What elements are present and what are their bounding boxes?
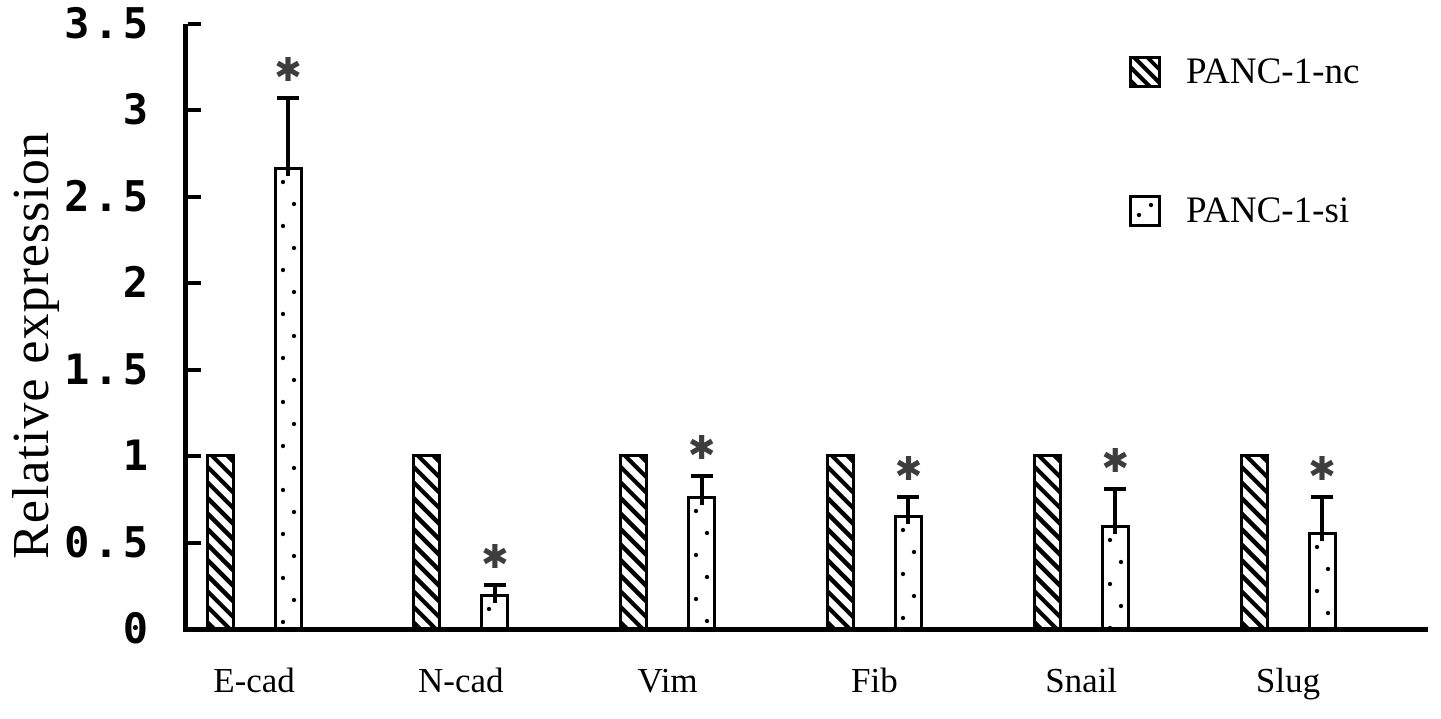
legend-item-panc-1-si: PANC-1-si — [1129, 189, 1349, 232]
error-bar-cap — [1104, 486, 1127, 491]
x-category-label: N-cad — [418, 661, 504, 700]
y-tick-label: 3.5 — [64, 0, 152, 48]
significance-asterisk: ✱ — [1308, 449, 1336, 489]
dots-swatch-icon — [1129, 194, 1161, 227]
bar-panc-1-nc — [825, 454, 855, 630]
x-category-label: Snail — [1045, 661, 1118, 700]
y-tick — [188, 281, 201, 285]
error-bar-cap — [277, 95, 299, 100]
y-axis-line — [183, 24, 188, 632]
significance-asterisk: ✱ — [894, 449, 923, 489]
diagonal-hatch-swatch-icon — [1129, 55, 1161, 88]
legend-item-panc-1-nc: PANC-1-nc — [1129, 50, 1359, 93]
y-tick — [188, 367, 201, 372]
bar-panc-1-nc — [1032, 454, 1062, 630]
y-tick — [188, 454, 201, 458]
x-category-label: Fib — [851, 661, 898, 700]
bar-panc-1-si — [1100, 524, 1130, 630]
y-tick — [188, 540, 201, 545]
error-bar-cap — [897, 495, 920, 500]
error-bar-line — [286, 97, 290, 176]
y-axis-title: Relative expression — [3, 131, 60, 559]
error-bar-cap — [690, 474, 713, 479]
error-bar-line — [492, 585, 497, 604]
x-axis-line — [183, 627, 1428, 632]
y-tick — [188, 21, 201, 26]
error-bar-line — [906, 497, 911, 524]
significance-asterisk: ✱ — [687, 428, 716, 468]
error-bar-line — [1113, 488, 1118, 534]
y-tick-label: 2 — [122, 258, 152, 307]
legend-label-panc-1-nc: PANC-1-nc — [1186, 51, 1360, 92]
bar-panc-1-si — [1307, 531, 1337, 630]
significance-asterisk: ✱ — [1101, 440, 1130, 480]
error-bar-line — [1320, 497, 1324, 541]
bar-panc-1-nc — [619, 454, 649, 630]
x-category-label: Vim — [637, 661, 698, 700]
y-tick-label: 2.5 — [64, 171, 152, 221]
x-category-label: Slug — [1255, 661, 1321, 700]
y-tick — [188, 108, 201, 112]
significance-asterisk: ✱ — [274, 49, 302, 89]
error-bar-cap — [1311, 495, 1333, 500]
y-tick-label: 3 — [122, 85, 152, 134]
bar-panc-1-si — [273, 166, 303, 630]
bar-panc-1-si — [687, 495, 717, 630]
y-tick-label: 1.5 — [64, 344, 152, 394]
y-tick-label: 0.5 — [64, 517, 152, 567]
bar-panc-1-nc — [412, 454, 442, 630]
y-tick — [188, 194, 201, 199]
error-bar-line — [699, 476, 704, 505]
bar-panc-1-nc — [1239, 454, 1269, 630]
legend-label-panc-1-si: PANC-1-si — [1186, 190, 1350, 231]
x-category-label: E-cad — [213, 661, 295, 700]
y-tick-label: 1 — [122, 431, 152, 480]
bar-panc-1-si — [893, 514, 923, 630]
significance-asterisk: ✱ — [480, 537, 509, 577]
error-bar-cap — [483, 583, 506, 588]
bar-panc-1-nc — [205, 454, 235, 630]
y-tick-label: 0 — [122, 604, 152, 653]
